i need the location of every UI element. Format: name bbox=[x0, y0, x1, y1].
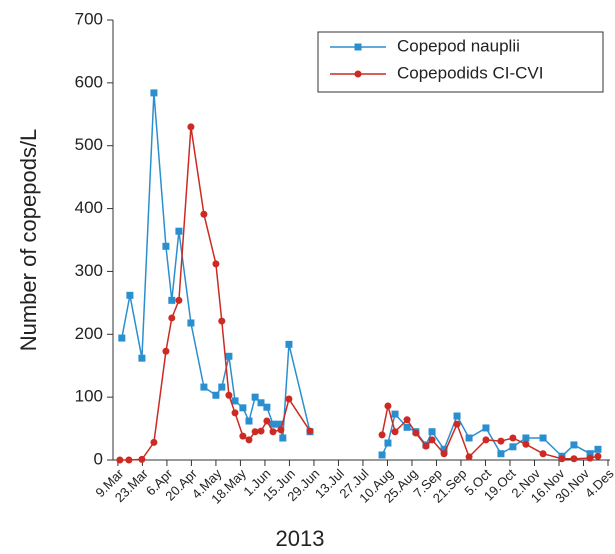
series-line bbox=[119, 126, 599, 461]
marker bbox=[440, 450, 448, 458]
marker bbox=[162, 242, 170, 250]
marker bbox=[175, 296, 183, 304]
marker bbox=[453, 412, 461, 420]
marker bbox=[453, 420, 461, 428]
marker bbox=[225, 391, 233, 399]
marker bbox=[269, 428, 277, 436]
y-tick-label: 500 bbox=[75, 135, 103, 154]
x-axis-label: 2013 bbox=[276, 526, 325, 551]
marker bbox=[269, 420, 277, 428]
marker bbox=[168, 296, 176, 304]
marker bbox=[497, 437, 505, 445]
marker bbox=[482, 424, 490, 432]
legend-marker bbox=[354, 70, 362, 78]
marker bbox=[150, 89, 158, 97]
marker bbox=[175, 227, 183, 235]
marker bbox=[263, 403, 271, 411]
marker bbox=[539, 434, 547, 442]
marker bbox=[279, 434, 287, 442]
marker bbox=[403, 423, 411, 431]
marker bbox=[391, 428, 399, 436]
marker bbox=[138, 455, 146, 463]
marker bbox=[138, 354, 146, 362]
marker bbox=[239, 404, 247, 412]
marker bbox=[277, 426, 285, 434]
marker bbox=[522, 434, 530, 442]
marker bbox=[594, 445, 602, 453]
y-tick-label: 700 bbox=[75, 9, 103, 28]
marker bbox=[465, 453, 473, 461]
marker bbox=[118, 334, 126, 342]
marker bbox=[187, 123, 195, 131]
marker bbox=[384, 402, 392, 410]
marker bbox=[403, 416, 411, 424]
marker bbox=[391, 410, 399, 418]
marker bbox=[586, 450, 594, 458]
marker bbox=[225, 352, 233, 360]
marker bbox=[285, 395, 293, 403]
marker bbox=[509, 434, 517, 442]
marker bbox=[539, 450, 547, 458]
marker bbox=[200, 210, 208, 218]
marker bbox=[168, 314, 176, 322]
marker bbox=[218, 317, 226, 325]
marker bbox=[509, 443, 517, 451]
y-tick-label: 200 bbox=[75, 324, 103, 343]
marker bbox=[200, 383, 208, 391]
marker bbox=[384, 439, 392, 447]
marker bbox=[212, 260, 220, 268]
legend-label: Copepod nauplii bbox=[397, 36, 520, 55]
marker bbox=[275, 420, 283, 428]
marker bbox=[306, 427, 314, 435]
legend-box bbox=[317, 31, 604, 93]
marker bbox=[187, 319, 195, 327]
marker bbox=[126, 291, 134, 299]
legend-marker bbox=[354, 43, 362, 51]
y-axis-label: Number of copepods/L bbox=[16, 129, 41, 352]
marker bbox=[522, 440, 530, 448]
marker bbox=[257, 399, 265, 407]
marker bbox=[422, 442, 430, 450]
marker bbox=[482, 436, 490, 444]
marker bbox=[497, 450, 505, 458]
marker bbox=[239, 432, 247, 440]
marker bbox=[570, 455, 578, 463]
marker bbox=[245, 436, 253, 444]
marker bbox=[412, 429, 420, 437]
y-tick-label: 600 bbox=[75, 72, 103, 91]
y-tick-label: 400 bbox=[75, 198, 103, 217]
marker bbox=[231, 397, 239, 405]
marker bbox=[428, 428, 436, 436]
marker bbox=[251, 393, 259, 401]
marker bbox=[558, 455, 566, 463]
marker bbox=[440, 445, 448, 453]
marker bbox=[245, 417, 253, 425]
marker bbox=[285, 340, 293, 348]
marker bbox=[125, 456, 133, 464]
marker bbox=[570, 441, 578, 449]
marker bbox=[428, 436, 436, 444]
legend-label: Copepodids CI-CVI bbox=[397, 63, 543, 82]
marker bbox=[116, 456, 124, 464]
marker bbox=[231, 409, 239, 417]
y-tick-label: 300 bbox=[75, 261, 103, 280]
marker bbox=[257, 427, 265, 435]
marker bbox=[162, 347, 170, 355]
marker bbox=[586, 454, 594, 462]
marker bbox=[218, 383, 226, 391]
marker bbox=[378, 451, 386, 459]
marker bbox=[251, 428, 259, 436]
marker bbox=[150, 438, 158, 446]
marker bbox=[594, 452, 602, 460]
marker bbox=[263, 417, 271, 425]
marker bbox=[212, 391, 220, 399]
marker bbox=[465, 434, 473, 442]
y-tick-label: 0 bbox=[94, 449, 103, 468]
x-tick-label: 4.Des bbox=[582, 466, 615, 501]
y-tick-label: 100 bbox=[75, 387, 103, 406]
marker bbox=[378, 431, 386, 439]
